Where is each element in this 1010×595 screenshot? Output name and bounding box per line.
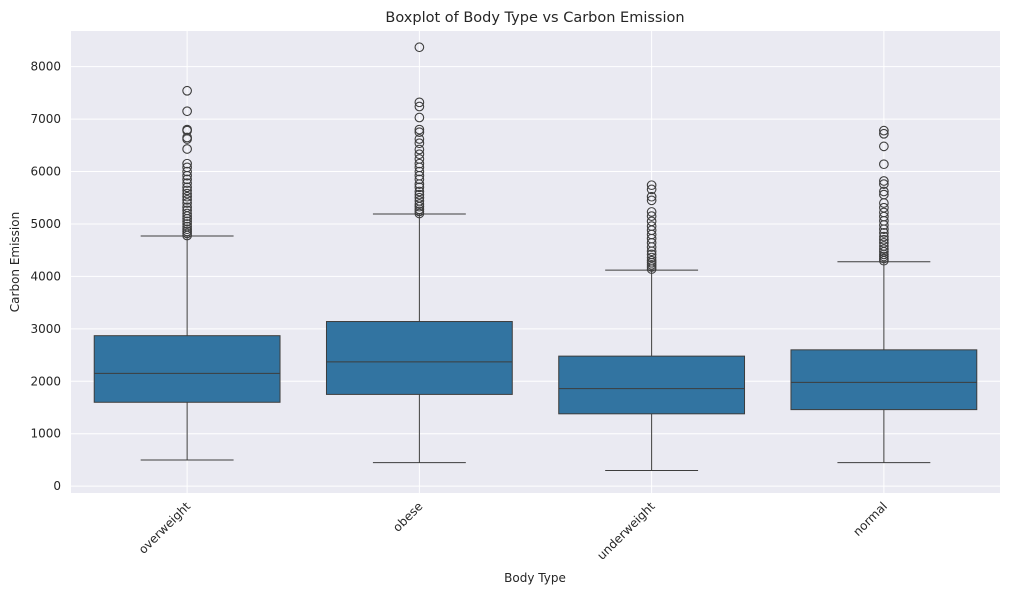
- x-tick-labels: overweight obese underweight normal: [136, 499, 890, 563]
- outlier-point: [182, 191, 192, 202]
- outlier-point: [414, 149, 425, 160]
- y-tick-label: 0: [53, 479, 61, 493]
- outlier-point: [414, 158, 425, 169]
- outlier-point: [879, 241, 889, 251]
- outlier-point: [646, 249, 657, 260]
- outlier-point: [182, 202, 192, 213]
- outlier-point: [414, 127, 425, 138]
- outlier-point: [182, 85, 192, 96]
- outlier-point: [414, 199, 425, 209]
- outlier-point: [646, 180, 657, 191]
- x-tick-label-overweight: overweight: [136, 499, 194, 557]
- box-group-underweight: [558, 180, 746, 471]
- outlier-point: [879, 189, 889, 200]
- outlier-point: [414, 138, 425, 149]
- y-tick-label: 7000: [30, 112, 61, 126]
- y-tick-label: 5000: [30, 217, 61, 231]
- outlier-point: [879, 207, 889, 218]
- outlier-point: [414, 196, 425, 206]
- iqr-box: [93, 335, 281, 403]
- outlier-point: [414, 124, 425, 135]
- outlier-point: [414, 154, 425, 164]
- outlier-point: [182, 188, 192, 199]
- y-tick-label: 8000: [30, 60, 61, 74]
- outlier-point: [879, 176, 889, 186]
- outlier-point: [879, 141, 889, 152]
- y-tick-label: 2000: [30, 374, 61, 388]
- outlier-point: [182, 144, 192, 154]
- outlier-point: [182, 106, 192, 117]
- box-group-overweight: [93, 85, 281, 461]
- outlier-point: [182, 162, 192, 173]
- outlier-point: [182, 216, 192, 227]
- outlier-point: [646, 216, 657, 227]
- y-tick-labels: 0 1000 2000 3000 4000 5000 6000 7000 8000: [30, 60, 61, 494]
- outlier-point: [879, 202, 889, 213]
- outlier-point: [182, 174, 192, 185]
- outlier-point: [646, 195, 657, 206]
- iqr-box: [325, 321, 513, 395]
- outlier-point: [414, 97, 425, 108]
- x-tick-label-obese: obese: [390, 499, 425, 534]
- outlier-point: [646, 221, 657, 231]
- outlier-point: [646, 207, 657, 217]
- outlier-point: [182, 182, 192, 193]
- outlier-point: [879, 159, 889, 170]
- outlier-point: [414, 182, 425, 193]
- outlier-point: [414, 166, 425, 177]
- outlier-point: [182, 195, 192, 205]
- outlier-point: [182, 198, 192, 208]
- x-tick-label-normal: normal: [850, 499, 890, 539]
- box-series: [93, 42, 978, 471]
- outlier-point: [414, 189, 425, 200]
- outlier-point: [646, 255, 657, 266]
- outlier-point: [879, 244, 889, 255]
- outlier-point: [414, 42, 425, 53]
- outlier-point: [182, 166, 192, 177]
- y-tick-label: 6000: [30, 165, 61, 179]
- outlier-point: [879, 128, 889, 139]
- outlier-point: [414, 112, 425, 123]
- outlier-point: [879, 234, 889, 245]
- chart-title: Boxplot of Body Type vs Carbon Emission: [385, 10, 684, 26]
- outlier-point: [414, 144, 425, 155]
- outlier-point: [182, 132, 192, 143]
- outlier-point: [879, 186, 889, 197]
- outlier-point: [879, 238, 889, 248]
- y-axis-label: Carbon Emission: [8, 212, 22, 312]
- iqr-box: [790, 349, 978, 411]
- outlier-point: [414, 134, 425, 144]
- outlier-point: [182, 205, 192, 216]
- outlier-point: [646, 184, 657, 195]
- box-group-obese: [325, 42, 513, 464]
- outlier-point: [182, 224, 192, 235]
- outlier-point: [182, 158, 192, 169]
- outlier-point: [646, 252, 657, 263]
- outlier-point: [414, 192, 425, 203]
- box-group-normal: [790, 125, 978, 464]
- outlier-point: [879, 228, 889, 238]
- outlier-point: [182, 124, 192, 135]
- outlier-point: [182, 219, 192, 229]
- outlier-point: [414, 186, 425, 197]
- outlier-point: [879, 231, 889, 242]
- outlier-point: [182, 221, 192, 232]
- y-tick-label: 3000: [30, 322, 61, 336]
- outlier-point: [879, 125, 889, 136]
- iqr-box: [558, 355, 746, 415]
- outlier-point: [646, 191, 657, 202]
- outlier-point: [879, 179, 889, 189]
- outlier-point: [182, 185, 192, 196]
- outlier-point: [646, 211, 657, 221]
- outlier-point: [182, 208, 192, 219]
- outlier-point: [414, 174, 425, 185]
- x-axis-label: Body Type: [504, 571, 566, 585]
- outlier-point: [414, 101, 425, 112]
- outlier-point: [182, 178, 192, 188]
- y-tick-label: 1000: [30, 427, 61, 441]
- y-tick-label: 4000: [30, 269, 61, 283]
- x-tick-label-underweight: underweight: [594, 499, 658, 563]
